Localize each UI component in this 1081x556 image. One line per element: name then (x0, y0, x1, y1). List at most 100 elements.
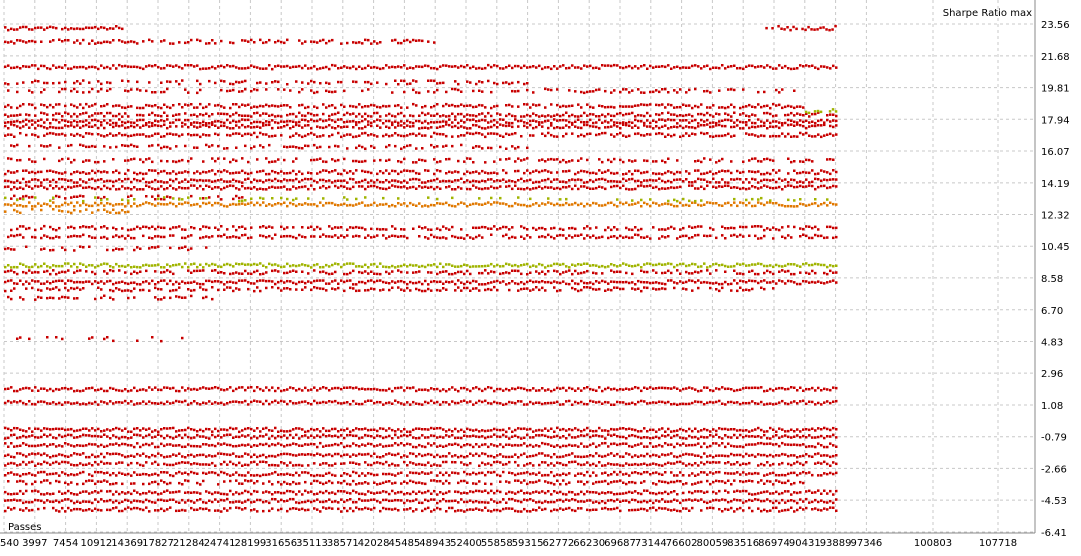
data-point (718, 106, 721, 109)
data-point (520, 135, 523, 138)
data-point (610, 106, 613, 109)
data-point (193, 65, 196, 68)
data-point (289, 400, 292, 403)
data-point (22, 195, 25, 198)
data-point (835, 400, 838, 403)
data-point (562, 170, 565, 173)
data-point (442, 283, 445, 286)
data-point (214, 67, 217, 70)
data-point (13, 181, 16, 184)
data-point (604, 281, 607, 284)
data-point (7, 280, 10, 283)
data-point (328, 135, 331, 138)
data-point (385, 160, 388, 163)
data-point (559, 65, 562, 68)
data-point (703, 235, 706, 238)
data-point (826, 226, 829, 229)
data-point (772, 159, 775, 162)
data-point (298, 388, 301, 391)
data-point (400, 148, 403, 151)
data-point (406, 67, 409, 70)
data-point (187, 64, 190, 67)
data-point (505, 388, 508, 391)
data-point (637, 280, 640, 283)
data-point (598, 386, 601, 389)
data-point (355, 124, 358, 127)
data-point (757, 187, 760, 190)
data-point (835, 281, 838, 284)
data-point (616, 122, 619, 125)
data-point (46, 178, 49, 181)
data-point (400, 161, 403, 164)
data-point (790, 401, 793, 404)
data-point (313, 133, 316, 136)
data-point (166, 118, 169, 121)
data-point (7, 296, 10, 299)
data-point (64, 387, 67, 390)
data-point (67, 113, 70, 116)
data-point (121, 180, 124, 183)
data-point (160, 271, 163, 274)
data-point (304, 236, 307, 239)
data-point (490, 402, 493, 405)
data-point (613, 124, 616, 127)
data-point (316, 120, 319, 123)
data-point (268, 225, 271, 228)
data-point (772, 287, 775, 290)
data-point (808, 121, 811, 124)
data-point (643, 159, 646, 162)
data-point (631, 112, 634, 115)
data-point (106, 280, 109, 283)
data-point (394, 235, 397, 238)
data-point (124, 388, 127, 391)
data-point (685, 132, 688, 135)
data-point (67, 401, 70, 404)
data-point (835, 185, 838, 188)
data-point (538, 236, 541, 239)
data-point (589, 106, 592, 109)
data-point (709, 401, 712, 404)
data-point (391, 270, 394, 273)
data-point (196, 121, 199, 124)
data-point (556, 119, 559, 122)
data-point (94, 389, 97, 392)
data-point (211, 188, 214, 191)
data-point (100, 105, 103, 108)
data-point (169, 172, 172, 175)
data-point (565, 181, 568, 184)
data-point (820, 235, 823, 238)
data-point (100, 400, 103, 403)
data-point (691, 236, 694, 239)
data-point (256, 270, 259, 273)
data-point (160, 115, 163, 118)
data-point (205, 134, 208, 137)
data-point (181, 297, 184, 300)
data-point (106, 227, 109, 230)
data-point (190, 289, 193, 292)
data-point (244, 133, 247, 136)
data-point (547, 430, 550, 433)
data-point (13, 271, 16, 274)
data-point (82, 195, 85, 198)
data-point (214, 180, 217, 183)
data-point (232, 185, 235, 188)
data-point (67, 67, 70, 70)
data-point (226, 119, 229, 122)
data-point (148, 169, 151, 172)
data-point (640, 290, 643, 293)
data-point (427, 180, 430, 183)
data-point (127, 126, 130, 129)
data-point (622, 178, 625, 181)
data-point (40, 171, 43, 174)
data-point (574, 228, 577, 231)
data-point (658, 188, 661, 191)
data-point (154, 228, 157, 231)
data-point (166, 181, 169, 184)
data-point (466, 401, 469, 404)
data-point (436, 82, 439, 85)
data-point (736, 282, 739, 285)
data-point (247, 403, 250, 406)
data-point (37, 120, 40, 123)
data-point (214, 401, 217, 404)
data-point (496, 289, 499, 292)
